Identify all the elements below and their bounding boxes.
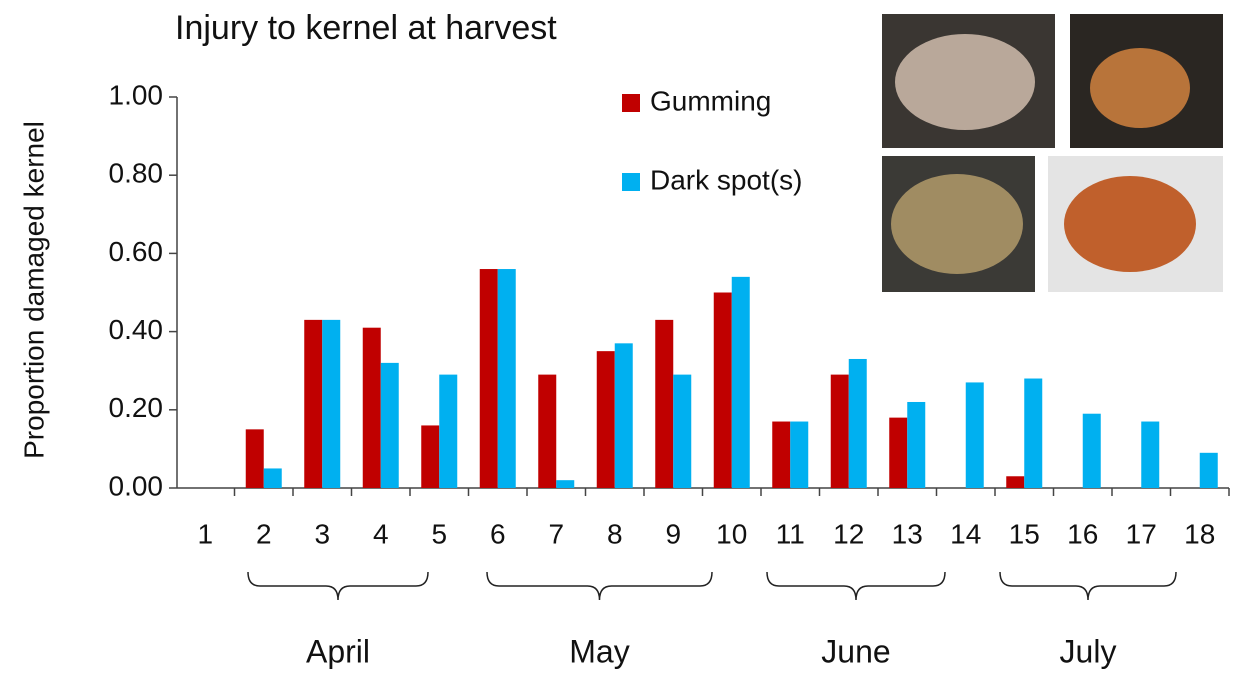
y-tick-label: 0.80: [109, 158, 164, 189]
brace: [999, 571, 1177, 601]
legend-label: Gumming: [650, 85, 771, 116]
bar: [772, 421, 791, 488]
bar: [263, 468, 282, 488]
bar: [1024, 378, 1043, 488]
group-label: May: [569, 633, 629, 669]
x-tick-label: 11: [776, 518, 805, 549]
x-tick-label: 12: [833, 518, 864, 549]
x-tick-label: 13: [892, 518, 923, 549]
x-tick-label: 18: [1184, 518, 1215, 549]
bar: [362, 327, 381, 488]
photos: [882, 14, 1223, 292]
y-axis-label: Proportion damaged kernel: [18, 121, 49, 459]
bar: [731, 276, 750, 488]
brace: [766, 571, 946, 601]
bar: [655, 319, 674, 488]
bar: [556, 480, 575, 488]
bar: [614, 343, 633, 488]
photo-kernel: [895, 34, 1035, 130]
bar: [848, 358, 867, 488]
x-tick-label: 4: [373, 518, 389, 549]
chart-title: Injury to kernel at harvest: [175, 9, 557, 47]
bar: [380, 362, 399, 488]
bar: [1006, 476, 1025, 488]
bar: [322, 319, 341, 488]
x-tick-label: 17: [1126, 518, 1157, 549]
y-tick-label: 0.40: [109, 314, 164, 345]
x-tick-label: 1: [197, 518, 213, 549]
group-label: April: [306, 633, 370, 669]
group-label: June: [821, 633, 890, 669]
photo-kernel: [1064, 176, 1196, 272]
bar: [497, 269, 516, 488]
x-tick-label: 9: [665, 518, 681, 549]
legend-label: Dark spot(s): [650, 164, 802, 195]
bar: [245, 429, 264, 488]
legend-swatch: [622, 173, 640, 191]
bar: [304, 319, 323, 488]
x-tick-label: 6: [490, 518, 506, 549]
photo-kernel: [1090, 48, 1190, 128]
bar: [596, 351, 615, 488]
bar: [889, 417, 908, 488]
x-tick-label: 3: [314, 518, 330, 549]
bar: [907, 401, 926, 488]
bar: [1141, 421, 1160, 488]
bar: [790, 421, 809, 488]
bar: [830, 374, 849, 488]
bar: [1082, 413, 1101, 488]
bar: [713, 292, 732, 488]
x-tick-label: 7: [548, 518, 564, 549]
bar: [965, 382, 984, 488]
x-tick-label: 10: [716, 518, 747, 549]
x-tick-label: 5: [431, 518, 447, 549]
bar: [1199, 452, 1218, 488]
y-tick-label: 0.60: [109, 236, 164, 267]
bar: [673, 374, 692, 488]
brace: [247, 571, 429, 601]
y-tick-label: 0.00: [109, 470, 164, 501]
bar: [421, 425, 440, 488]
photo-kernel: [891, 174, 1023, 274]
brace: [486, 571, 713, 601]
x-tick-label: 16: [1067, 518, 1098, 549]
x-tick-label: 2: [256, 518, 272, 549]
x-tick-label: 15: [1009, 518, 1040, 549]
group-label: July: [1060, 633, 1117, 669]
y-tick-label: 1.00: [109, 79, 164, 110]
bar: [439, 374, 458, 488]
x-tick-label: 14: [950, 518, 981, 549]
bar: [538, 374, 557, 488]
bar: [479, 269, 498, 488]
x-tick-label: 8: [607, 518, 623, 549]
legend-swatch: [622, 94, 640, 112]
y-tick-label: 0.20: [109, 392, 164, 423]
